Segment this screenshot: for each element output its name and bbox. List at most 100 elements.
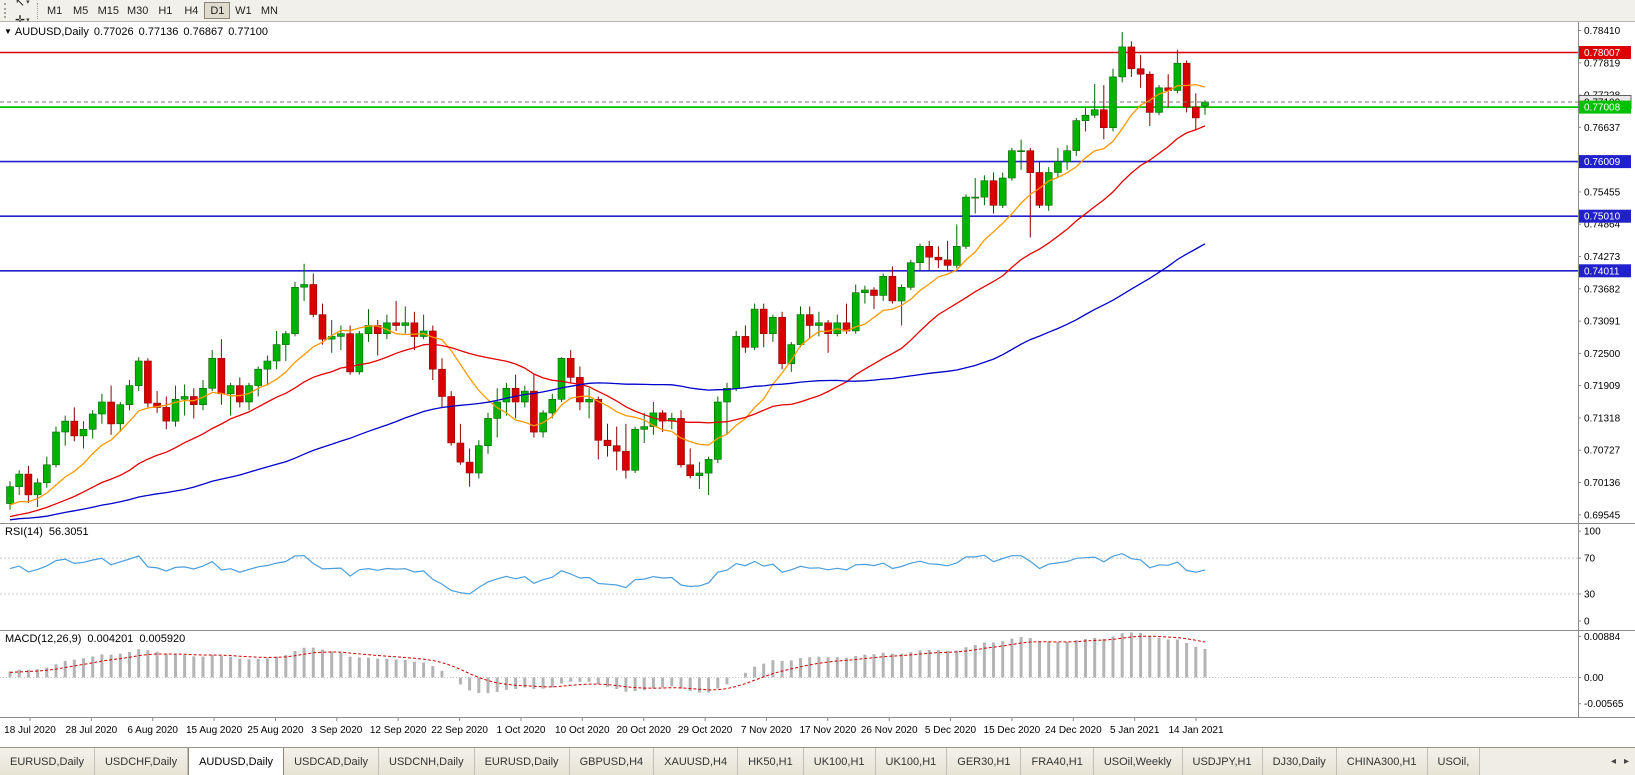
chart-tab-uk100-h1[interactable]: UK100,H1	[803, 748, 876, 775]
chart-tab-fra40-h1[interactable]: FRA40,H1	[1021, 748, 1094, 775]
toolbar-separator	[36, 2, 38, 19]
timeframe-toolbar: M1 M5 M15 M30 H1 H4 D1 W1 MN	[42, 2, 283, 19]
main-toolbar: ↖ ▾ ✛ ▾ M1 M5 M15 M30 H1 H4 D1 W1 MN	[0, 0, 1635, 27]
svg-text:29 Oct 2020: 29 Oct 2020	[678, 725, 733, 736]
ma-slow-line	[9, 243, 1206, 521]
candles-layer	[6, 32, 1209, 510]
crosshair-tool-icon[interactable]: ✛ ▾	[15, 12, 30, 27]
svg-text:0.71318: 0.71318	[1584, 413, 1621, 424]
svg-text:70: 70	[1584, 554, 1596, 565]
svg-text:15 Dec 2020: 15 Dec 2020	[984, 725, 1041, 736]
svg-text:0.75010: 0.75010	[1584, 212, 1621, 223]
toolbar-grip[interactable]	[4, 3, 8, 18]
chart-tab-china300-h1[interactable]: CHINA300,H1	[1336, 748, 1428, 775]
svg-text:0.74864: 0.74864	[1584, 220, 1621, 231]
svg-text:25 Aug 2020: 25 Aug 2020	[247, 725, 304, 736]
chart-tab-ger30-h1[interactable]: GER30,H1	[947, 748, 1022, 775]
svg-text:0: 0	[1584, 617, 1590, 628]
macd-signal-line	[9, 635, 1206, 691]
timeframe-button-h1[interactable]: H1	[158, 5, 173, 17]
svg-text:0.73091: 0.73091	[1584, 317, 1621, 328]
timeframe-button-m15[interactable]: M15	[97, 5, 119, 17]
svg-text:5 Jan 2021: 5 Jan 2021	[1110, 725, 1160, 736]
time-axis[interactable]: 18 Jul 2020 28 Jul 2020 6 Aug 2020 15 Aug 2…	[4, 717, 1224, 736]
svg-text:0.77008: 0.77008	[1584, 103, 1621, 114]
horizontal-level-lines[interactable]	[0, 51, 1578, 272]
timeframe-button-h4[interactable]: H4	[184, 5, 199, 17]
chart-tab-usdjpy-h1[interactable]: USDJPY,H1	[1182, 748, 1263, 775]
ma-mid-line	[9, 125, 1206, 518]
tabs-scroll-controls: ◂ ▸	[1605, 748, 1635, 775]
timeframe-button-w1[interactable]: W1	[235, 5, 252, 17]
chart-tab-gbpusd-h4[interactable]: GBPUSD,H4	[569, 748, 655, 775]
svg-text:0.78410: 0.78410	[1584, 26, 1621, 37]
svg-text:0.73682: 0.73682	[1584, 284, 1621, 295]
svg-text:26 Nov 2020: 26 Nov 2020	[861, 725, 918, 736]
svg-text:30: 30	[1584, 590, 1596, 601]
dropdown-caret-icon: ▾	[26, 16, 30, 24]
cursor-tool-icon[interactable]: ↖ ▾	[12, 0, 33, 11]
price-axis[interactable]: 0.784100.778190.772280.766370.760460.754…	[1578, 26, 1632, 710]
level-price-label	[1579, 264, 1631, 278]
timeframe-button-m5[interactable]: M5	[72, 5, 89, 17]
tabs-scroll-left-icon[interactable]: ◂	[1610, 756, 1616, 767]
timeframe-button-mn[interactable]: MN	[260, 5, 278, 17]
level-price-label	[1579, 46, 1631, 59]
svg-text:24 Dec 2020: 24 Dec 2020	[1045, 725, 1102, 736]
dropdown-caret-icon: ▾	[26, 0, 30, 6]
svg-text:0.77819: 0.77819	[1584, 58, 1621, 69]
svg-text:18 Jul 2020: 18 Jul 2020	[4, 725, 56, 736]
svg-text:14 Jan 2021: 14 Jan 2021	[1168, 725, 1223, 736]
chart-tab-audusd-daily[interactable]: AUDUSD,Daily	[188, 748, 285, 775]
level-price-label	[1579, 155, 1631, 169]
svg-text:12 Sep 2020: 12 Sep 2020	[370, 725, 427, 736]
svg-text:7 Nov 2020: 7 Nov 2020	[741, 725, 793, 736]
svg-text:28 Jul 2020: 28 Jul 2020	[66, 725, 118, 736]
chart-tab-dj30-daily[interactable]: DJ30,Daily	[1262, 748, 1337, 775]
svg-text:0.72500: 0.72500	[1584, 349, 1621, 360]
svg-text:0.74273: 0.74273	[1584, 252, 1621, 263]
svg-text:0.74011: 0.74011	[1584, 266, 1620, 277]
chart-tab-xauusd-h4[interactable]: XAUUSD,H4	[654, 748, 739, 775]
svg-text:0.00884: 0.00884	[1584, 632, 1621, 643]
svg-text:0.70136: 0.70136	[1584, 478, 1621, 489]
svg-text:6 Aug 2020: 6 Aug 2020	[127, 725, 178, 736]
chart-tab-hk50-h1[interactable]: HK50,H1	[738, 748, 804, 775]
svg-text:0.76637: 0.76637	[1584, 123, 1621, 134]
svg-text:5 Dec 2020: 5 Dec 2020	[925, 725, 977, 736]
rsi-line	[9, 552, 1206, 595]
level-price-label	[1579, 209, 1631, 223]
svg-text:100: 100	[1584, 527, 1601, 538]
chart-tools: ↖ ▾ ✛ ▾	[12, 0, 33, 29]
ma-fast-line	[9, 83, 1206, 506]
timeframe-button-m30[interactable]: M30	[126, 5, 149, 17]
chart-tab-usdchf-daily[interactable]: USDCHF,Daily	[94, 748, 189, 775]
chart-tab-usoil-[interactable]: USOil,	[1427, 748, 1481, 775]
chart-tabs: EURUSD,Daily USDCHF,Daily AUDUSD,Daily USDC…	[0, 748, 1605, 775]
svg-text:15 Aug 2020: 15 Aug 2020	[186, 725, 243, 736]
chart-tab-eurusd-daily[interactable]: EURUSD,Daily	[0, 748, 95, 775]
svg-text:22 Sep 2020: 22 Sep 2020	[431, 725, 488, 736]
chart-tab-usoil-weekly[interactable]: USOil,Weekly	[1093, 748, 1183, 775]
svg-text:0.00: 0.00	[1584, 673, 1604, 684]
svg-text:10 Oct 2020: 10 Oct 2020	[555, 725, 610, 736]
svg-text:0.76009: 0.76009	[1584, 157, 1621, 168]
svg-text:0.78007: 0.78007	[1584, 48, 1621, 59]
chart-background	[0, 22, 1635, 747]
price-chart-canvas[interactable]: 0.784100.778190.772280.766370.760460.754…	[0, 22, 1635, 747]
chart-tabs-bar: EURUSD,Daily USDCHF,Daily AUDUSD,Daily USDC…	[0, 747, 1635, 775]
chart-window[interactable]: 0.784100.778190.772280.766370.760460.754…	[0, 22, 1635, 747]
chart-tab-eurusd-daily[interactable]: EURUSD,Daily	[474, 748, 570, 775]
chart-tab-uk100-h1[interactable]: UK100,H1	[875, 748, 948, 775]
svg-text:3 Sep 2020: 3 Sep 2020	[311, 725, 363, 736]
tabs-scroll-right-icon[interactable]: ▸	[1623, 756, 1629, 767]
svg-text:20 Oct 2020: 20 Oct 2020	[616, 725, 671, 736]
timeframe-button-m1[interactable]: M1	[46, 5, 63, 17]
timeframe-button-d1[interactable]: D1	[204, 2, 231, 19]
svg-text:1 Oct 2020: 1 Oct 2020	[497, 725, 546, 736]
chart-tab-usdcnh-daily[interactable]: USDCNH,Daily	[379, 748, 475, 775]
svg-text:0.75455: 0.75455	[1584, 187, 1621, 198]
chart-tab-usdcad-daily[interactable]: USDCAD,Daily	[284, 748, 380, 775]
svg-text:0.70727: 0.70727	[1584, 446, 1621, 457]
svg-text:17 Nov 2020: 17 Nov 2020	[799, 725, 856, 736]
